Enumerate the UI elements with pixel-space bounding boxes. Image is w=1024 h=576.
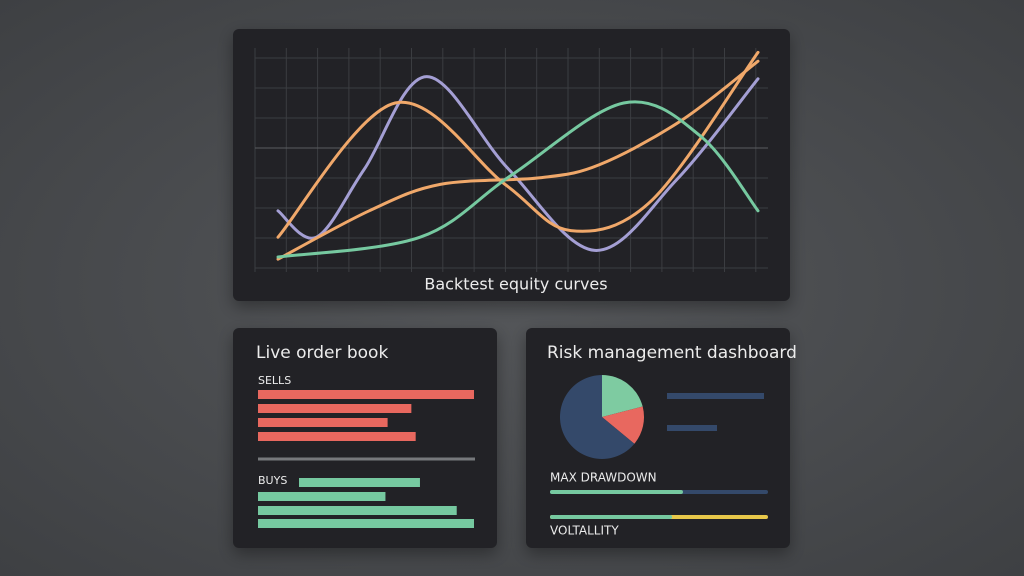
buy-bar [258,492,386,501]
legend-line [667,425,717,431]
buy-bar [299,478,420,487]
grid [254,48,768,272]
progress-fill [550,490,683,494]
metric-label: VOLTALLITY [550,524,619,538]
buy-bar [258,519,474,528]
sell-bar [258,404,412,413]
equity-curve [276,50,760,239]
chart-caption: Backtest equity curves [424,275,607,294]
equity-curve [276,75,760,252]
pie-slice [602,406,645,444]
curves [276,50,760,261]
buy-bar [258,506,457,515]
sell-bar [258,390,474,399]
equity-panel [233,29,790,301]
sell-bar [258,432,416,441]
progress-fill [550,515,673,519]
section-label: SELLS [258,374,291,387]
pie-slice [602,375,643,417]
sell-bar [258,418,388,427]
metric-label: MAX DRAWDOWN [550,471,657,485]
legend-line [667,393,764,399]
panel-title: Risk management dashboard [547,343,797,363]
panel-title: Live order book [256,343,388,363]
pie-slice [560,375,635,459]
equity-curve [276,100,760,259]
section-label: BUYS [258,474,287,487]
